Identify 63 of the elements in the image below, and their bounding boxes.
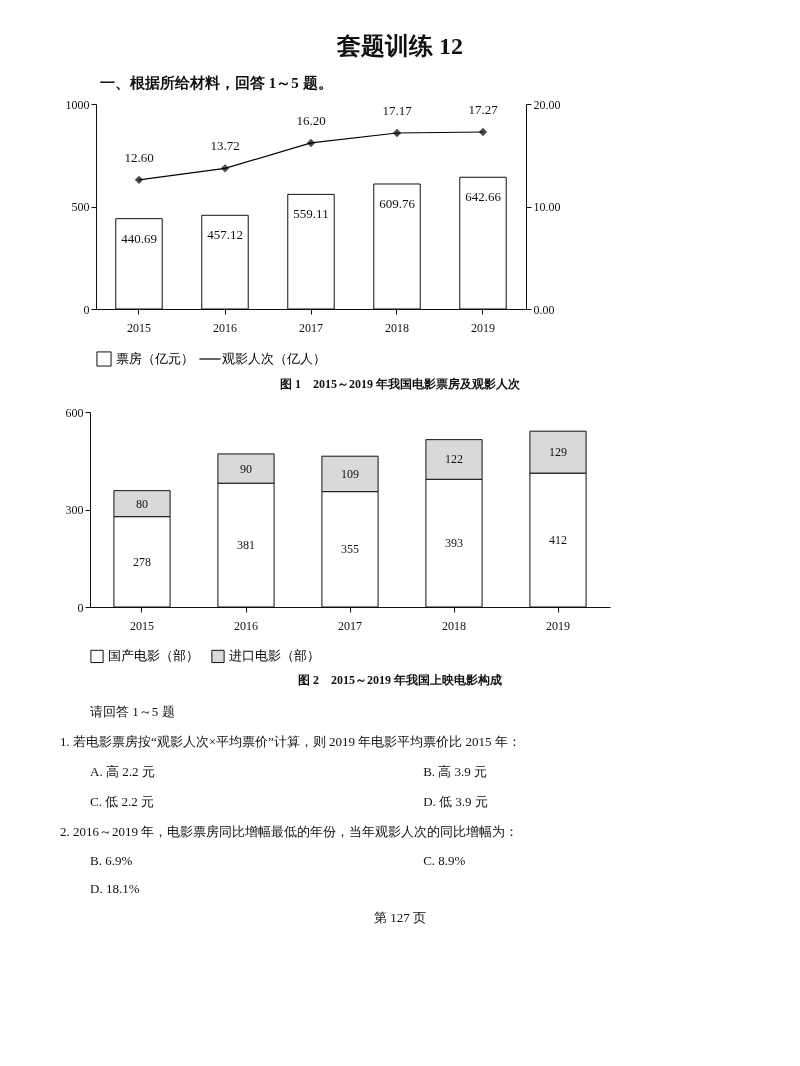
- legend-label: 国产电影（部）: [108, 648, 199, 664]
- y-tick-label: 0: [83, 302, 90, 317]
- y2-tick-label: 20.00: [533, 97, 561, 112]
- data-label: 17.27: [468, 101, 499, 117]
- x-tick-label: 2016: [213, 320, 237, 335]
- text: D. 低 3.9 元: [422, 793, 489, 811]
- data-label: 393: [445, 536, 463, 551]
- chart-subtitle: 一、根据所给材料，回答 1～5 题。: [100, 74, 334, 93]
- data-label: 16.20: [296, 112, 326, 128]
- x-tick-label: 2016: [234, 618, 258, 633]
- data-label: 17.17: [382, 103, 413, 119]
- legend-label: 票房（亿元）: [116, 351, 194, 366]
- x-tick-label: 2017: [299, 320, 323, 335]
- data-label: 129: [549, 445, 567, 460]
- legend-label: 进口电影（部）: [229, 648, 320, 664]
- data-label: 412: [549, 533, 567, 548]
- text: 第 127 页: [373, 909, 427, 927]
- text: C. 8.9%: [422, 853, 467, 869]
- data-label: 559.11: [293, 206, 329, 222]
- data-label: 457.12: [207, 227, 243, 243]
- data-label: 80: [136, 496, 148, 511]
- text: 2. 2016～2019 年，电影票房同比增幅最低的年份，当年观影人次的同比增幅为：: [60, 823, 520, 841]
- x-tick-label: 2019: [546, 618, 570, 633]
- y-tick-label: 0: [77, 600, 84, 615]
- data-label: 278: [133, 554, 151, 569]
- data-label: 355: [341, 542, 359, 557]
- data-label: 90: [240, 461, 252, 476]
- y2-tick-label: 10.00: [533, 200, 561, 214]
- data-label: 122: [445, 452, 463, 467]
- x-tick-label: 2015: [127, 320, 151, 335]
- y-tick-label: 500: [71, 200, 90, 214]
- data-label: 440.69: [121, 230, 157, 246]
- data-label: 13.72: [210, 138, 240, 154]
- point: [134, 175, 144, 185]
- point: [306, 138, 316, 148]
- text: 请回答 1～5 题: [89, 703, 176, 721]
- text: B. 高 3.9 元: [422, 763, 489, 781]
- text: 1. 若电影票房按“观影人次×平均票价”计算，则 2019 年电影平均票价比 2015 年：: [60, 733, 522, 751]
- text: A. 高 2.2 元: [89, 763, 156, 781]
- legend-label: 观影人次（亿人）: [222, 351, 326, 366]
- point: [220, 164, 230, 173]
- y-tick-label: 1000: [65, 97, 90, 112]
- x-tick-label: 2015: [130, 618, 154, 633]
- x-tick-label: 2019: [471, 320, 495, 335]
- text: B. 6.9%: [89, 853, 134, 869]
- y-tick-label: 600: [65, 405, 84, 420]
- text: C. 低 2.2 元: [89, 793, 155, 811]
- y-tick-label: 300: [65, 503, 84, 517]
- data-label: 381: [237, 538, 255, 553]
- data-label: 12.60: [124, 149, 154, 165]
- caption: 图 2 2015～2019 年我国上映电影构成: [297, 672, 503, 689]
- text: D. 18.1%: [89, 881, 141, 897]
- caption: 图 1 2015～2019 年我国电影票房及观影人次: [279, 376, 521, 393]
- x-tick-label: 2018: [442, 618, 466, 633]
- data-label: 609.76: [379, 196, 416, 211]
- y2-tick-label: 0.00: [533, 302, 555, 317]
- point: [478, 127, 488, 137]
- x-tick-label: 2018: [385, 320, 409, 335]
- data-label: 642.66: [465, 189, 502, 205]
- point: [392, 128, 402, 138]
- x-tick-label: 2017: [338, 618, 362, 633]
- data-label: 109: [341, 466, 359, 481]
- chart-title: 套题训练 12: [336, 32, 464, 61]
